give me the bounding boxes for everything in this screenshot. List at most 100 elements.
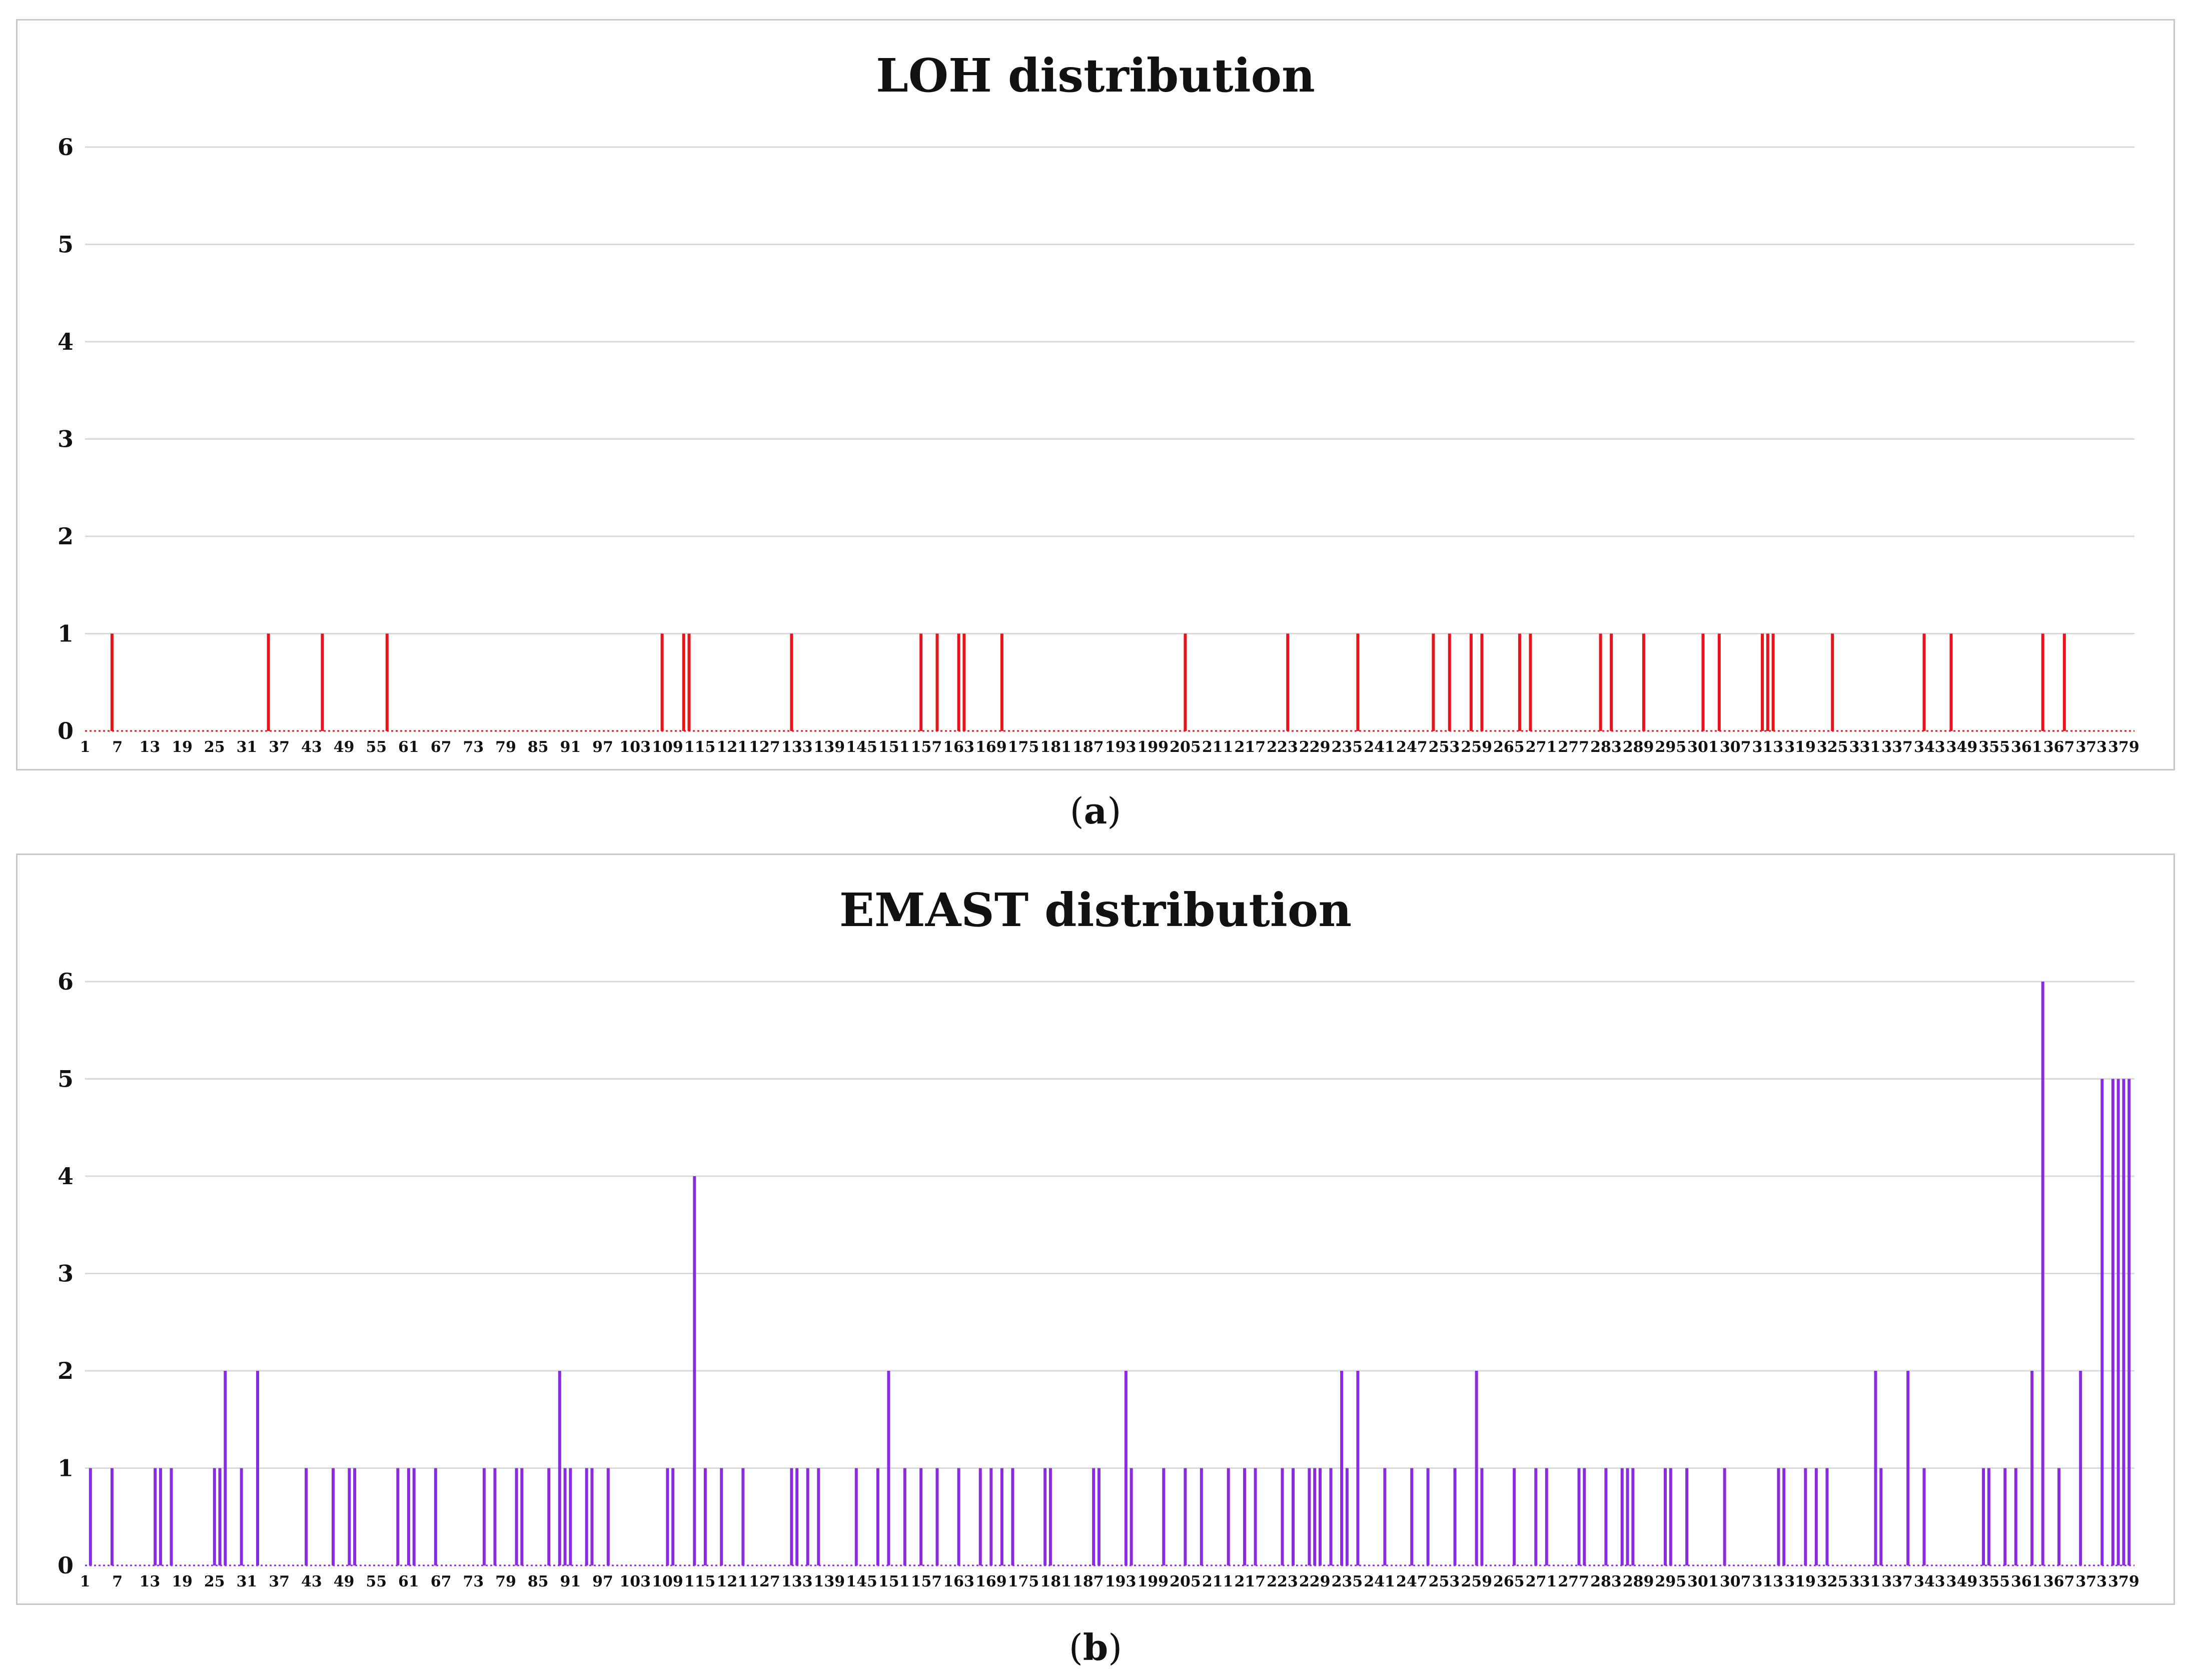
- x-tick-label: 181: [1040, 1573, 1071, 1590]
- x-tick-label: 7: [112, 1573, 123, 1590]
- x-tick-label: 13: [140, 738, 161, 756]
- bar: [1922, 633, 1926, 731]
- bar: [1124, 1371, 1128, 1565]
- bar: [1804, 1468, 1807, 1565]
- x-tick-label: 121: [716, 738, 748, 756]
- bar: [563, 1468, 567, 1565]
- bar: [1761, 633, 1764, 731]
- x-tick-label: 31: [237, 1573, 258, 1590]
- bar: [1410, 1468, 1414, 1565]
- bar: [224, 1371, 227, 1565]
- x-tick-label: 91: [560, 1573, 581, 1590]
- x-tick-label: 307: [1720, 738, 1751, 756]
- bar: [305, 1468, 308, 1565]
- x-tick-label: 295: [1655, 738, 1686, 756]
- x-tick-label: 367: [2043, 738, 2075, 756]
- bar: [1011, 1468, 1014, 1565]
- x-tick-label: 49: [334, 1573, 355, 1590]
- x-tick-label: 319: [1784, 738, 1816, 756]
- x-tick-label: 253: [1429, 738, 1460, 756]
- x-tick-label: 115: [684, 738, 716, 756]
- bar: [1922, 1468, 1926, 1565]
- bar: [957, 1468, 960, 1565]
- x-tick-label: 43: [301, 738, 322, 756]
- x-tick-label: 85: [528, 738, 549, 756]
- bar: [1329, 1468, 1333, 1565]
- y-tick-label: 0: [58, 1552, 74, 1579]
- x-tick-label: 325: [1817, 738, 1848, 756]
- x-tick-label: 73: [463, 1573, 484, 1590]
- bar: [1130, 1468, 1133, 1565]
- bar: [1949, 633, 1953, 731]
- x-tick-label: 241: [1364, 1573, 1395, 1590]
- y-tick-label: 1: [58, 620, 74, 647]
- bar: [110, 633, 114, 731]
- bar: [1529, 633, 1532, 731]
- x-tick-label: 91: [560, 738, 581, 756]
- x-tick-label: 313: [1752, 1573, 1784, 1590]
- x-tick-label: 175: [1008, 1573, 1039, 1590]
- bar: [795, 1468, 799, 1565]
- x-tick-label: 103: [619, 738, 651, 756]
- x-tick-label: 265: [1493, 738, 1525, 756]
- x-tick-label: 211: [1202, 1573, 1234, 1590]
- bar: [687, 633, 691, 731]
- x-tick-label: 43: [301, 1573, 322, 1590]
- bar: [482, 1468, 486, 1565]
- bar: [1469, 633, 1473, 731]
- x-tick-label: 313: [1752, 738, 1784, 756]
- bar: [876, 1468, 879, 1565]
- x-tick-label: 163: [943, 1573, 974, 1590]
- bar: [1831, 633, 1834, 731]
- bar: [1254, 1468, 1257, 1565]
- x-tick-label: 163: [943, 738, 974, 756]
- bar: [1879, 1468, 1883, 1565]
- x-tick-label: 73: [463, 738, 484, 756]
- x-tick-label: 169: [975, 738, 1007, 756]
- x-tick-label: 211: [1202, 738, 1234, 756]
- x-tick-label: 187: [1072, 1573, 1104, 1590]
- x-tick-label: 79: [495, 1573, 516, 1590]
- caption-label: a: [1083, 789, 1108, 832]
- bar: [2062, 633, 2066, 731]
- x-tick-label: 373: [2075, 1573, 2107, 1590]
- y-tick-label: 5: [58, 231, 74, 258]
- bar: [1000, 1468, 1003, 1565]
- bar: [1162, 1468, 1166, 1565]
- bar: [1982, 1468, 1985, 1565]
- x-tick-label: 355: [1978, 738, 2010, 756]
- x-tick-label: 319: [1784, 1573, 1816, 1590]
- bar: [887, 1371, 890, 1565]
- bar: [1669, 1468, 1672, 1565]
- x-tick-label: 343: [1914, 1573, 1945, 1590]
- bar: [1426, 1468, 1430, 1565]
- bar: [1308, 1468, 1311, 1565]
- x-tick-label: 205: [1170, 1573, 1201, 1590]
- bar: [159, 1468, 162, 1565]
- x-tick-label: 295: [1655, 1573, 1686, 1590]
- bar: [396, 1468, 400, 1565]
- x-tick-label: 289: [1623, 738, 1654, 756]
- x-tick-label: 361: [2011, 738, 2042, 756]
- x-tick-label: 127: [749, 738, 780, 756]
- y-tick-label: 6: [58, 968, 74, 995]
- bar: [170, 1468, 173, 1565]
- y-tick-label: 2: [58, 1357, 74, 1384]
- bar: [1048, 1468, 1052, 1565]
- x-tick-label: 283: [1590, 1573, 1622, 1590]
- bar: [1318, 1468, 1322, 1565]
- x-tick-label: 1: [80, 1573, 91, 1590]
- bar: [957, 633, 960, 731]
- x-tick-label: 193: [1105, 1573, 1137, 1590]
- bar: [1777, 1468, 1780, 1565]
- bar: [218, 1468, 222, 1565]
- bar: [666, 1468, 669, 1565]
- x-tick-label: 115: [684, 1573, 716, 1590]
- figure-caption-b: (b): [1068, 1626, 1123, 1668]
- y-tick-label: 4: [58, 328, 74, 355]
- bar: [321, 633, 324, 731]
- x-tick-label: 1: [80, 738, 91, 756]
- x-tick-label: 19: [172, 1573, 193, 1590]
- bar: [2041, 633, 2044, 731]
